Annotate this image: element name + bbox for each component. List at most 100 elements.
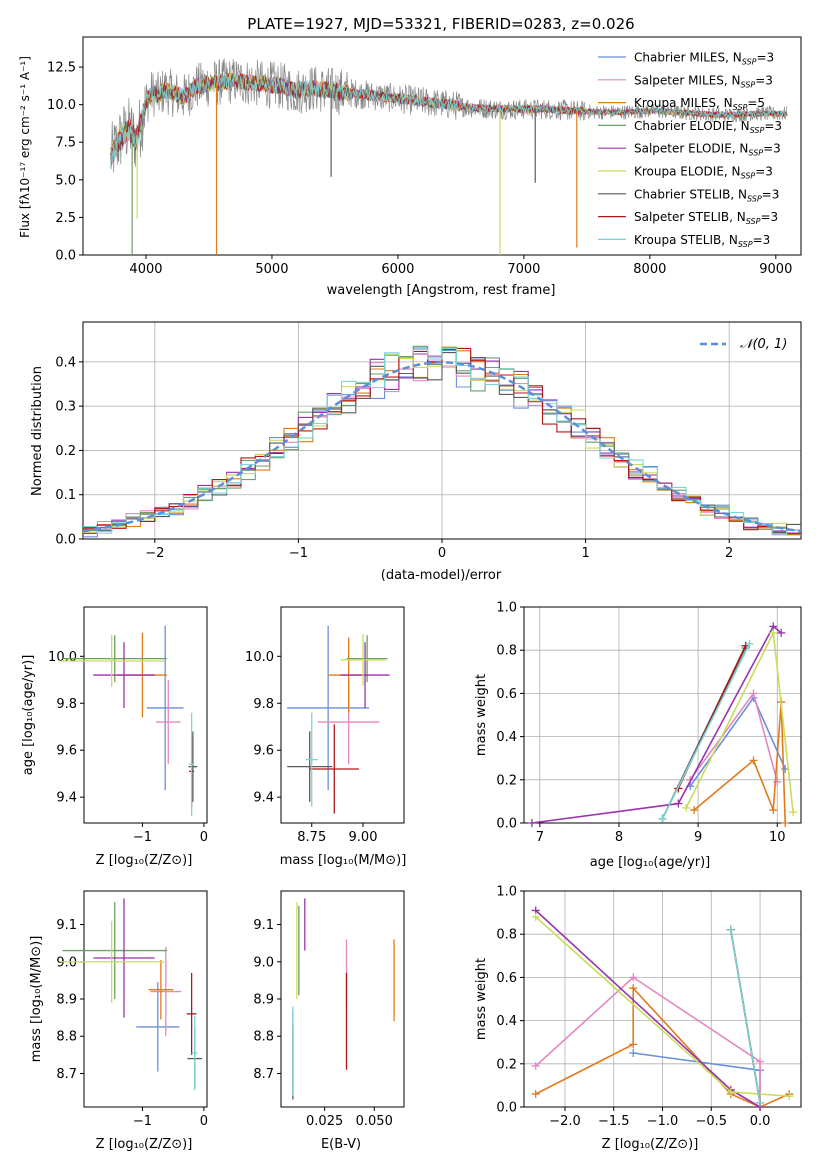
chart-title: PLATE=1927, MJD=53321, FIBERID=0283, z=0…	[247, 15, 634, 33]
age-vs-mass-panel: 8.75 9.00 9.4 9.6 9.8 10.0	[245, 606, 405, 845]
x-tick-label: 8	[615, 830, 623, 845]
plus-marker	[745, 639, 754, 648]
y-tick-label: 0.8	[496, 644, 517, 659]
x-tick-label: 7000	[507, 262, 540, 277]
mass-vs-metallicity-panel: −1 0 8.7 8.8 8.9 9.0 9.1	[56, 890, 208, 1129]
weight-series	[531, 912, 794, 1101]
y-tick-label: 0.2	[496, 773, 517, 788]
y-tick-label: 9.6	[253, 744, 274, 759]
y-tick-label: 8.7	[253, 1067, 274, 1082]
plus-marker	[531, 1090, 540, 1099]
y-tick-label: 0.0	[496, 817, 517, 832]
errorbar-point	[59, 635, 164, 687]
weight-line	[535, 986, 790, 1108]
age-z-ylabel: age [log₁₀(age/yr)]	[21, 655, 36, 776]
y-tick-label: 0.2	[55, 444, 76, 459]
mass-z-ylabel: mass [log₁₀(M/M⊙)]	[29, 936, 44, 1063]
legend-label: Chabrier MILES, NSSP=3	[634, 51, 774, 67]
mass-z-xlabel: Z [log₁₀(Z/Z⊙)]	[96, 1137, 193, 1152]
errorbar-point	[136, 982, 180, 1072]
x-tick-label: 0.025	[306, 1114, 343, 1129]
x-tick-label: 7	[536, 830, 544, 845]
plot-frame	[83, 890, 208, 1108]
errorbar-point	[287, 625, 370, 791]
errorbar-point	[62, 635, 168, 683]
y-tick-label: 9.0	[253, 955, 274, 970]
residuals-legend: 𝒩(0, 1)	[700, 337, 787, 352]
plus-marker	[531, 912, 540, 921]
weight-line	[535, 976, 761, 1107]
weight-series	[690, 698, 790, 827]
plus-marker	[789, 808, 798, 817]
plus-marker	[531, 1061, 540, 1070]
weight-line	[661, 643, 751, 820]
spectrum-lines	[110, 58, 788, 255]
legend-label: Salpeter STELIB, NSSP=3	[634, 210, 778, 226]
plus-marker	[658, 814, 667, 823]
y-tick-label: 9.4	[253, 791, 274, 806]
y-tick-label: 9.6	[56, 744, 77, 759]
plus-marker	[781, 819, 790, 827]
residual-histogram-step	[83, 348, 801, 535]
residuals-xlabel: (data-model)/error	[381, 568, 502, 583]
x-tick-label: −1	[133, 830, 152, 845]
x-tick-label: 9.00	[349, 830, 378, 845]
x-tick-label: 0	[200, 830, 208, 845]
y-tick-label: 9.8	[253, 697, 274, 712]
plus-marker	[756, 1057, 765, 1066]
errorbar-point	[148, 959, 174, 1020]
y-tick-label: 1.0	[496, 885, 517, 900]
y-tick-label: 0.1	[55, 488, 76, 503]
y-tick-label: 0.6	[496, 971, 517, 986]
age-vs-metallicity-panel: −1 0 9.4 9.6 9.8 10.0	[48, 606, 208, 845]
gaussian-legend-label: 𝒩(0, 1)	[740, 337, 787, 352]
y-tick-label: 12.5	[47, 61, 76, 76]
y-tick-label: 0.0	[55, 249, 76, 264]
age-mass-xlabel: mass [log₁₀(M/M⊙)]	[280, 853, 407, 868]
gaussian-curve	[83, 361, 801, 533]
mass-vs-extinction-panel: 0.025 0.050 8.7 8.8 8.9 9.0 9.1	[253, 890, 405, 1129]
weight-series	[531, 984, 794, 1111]
x-tick-label: 1	[581, 546, 589, 561]
legend-label: Kroupa ELODIE, NSSP=3	[634, 165, 773, 181]
y-tick-label: 1.0	[496, 601, 517, 616]
residuals-ylabel: Normed distribution	[30, 366, 45, 496]
errorbar-point	[186, 972, 197, 1055]
y-tick-label: 0.4	[496, 1014, 517, 1029]
plus-marker	[674, 799, 683, 808]
y-tick-label: 0.2	[496, 1057, 517, 1072]
x-tick-label: 0.0	[750, 1114, 771, 1129]
errorbar-point	[188, 731, 198, 802]
model-spectrum-line	[110, 73, 788, 169]
errorbar-point	[340, 642, 390, 708]
weight-series	[658, 639, 754, 823]
weight-series	[527, 622, 786, 827]
y-tick-label: 7.5	[55, 136, 76, 151]
y-tick-label: 0.0	[55, 533, 76, 548]
plus-marker	[769, 628, 778, 637]
plot-frame	[523, 606, 802, 824]
plus-marker	[682, 803, 691, 812]
errorbar-point	[189, 712, 195, 816]
legend-label: Kroupa STELIB, NSSP=3	[634, 233, 770, 249]
x-tick-label: −1.5	[598, 1114, 630, 1129]
plus-marker	[769, 806, 778, 815]
x-tick-label: 0	[200, 1114, 208, 1129]
y-tick-label: 5.0	[55, 173, 76, 188]
y-tick-label: 8.8	[56, 1030, 77, 1045]
spectrum-panel: 4000 5000 6000 7000 8000 9000 0.0 2.5 5.0 7.5 10.0…	[47, 36, 802, 277]
plus-marker	[629, 1049, 638, 1057]
legend-label: Chabrier STELIB, NSSP=3	[634, 187, 779, 203]
errorbar-point	[59, 920, 164, 1003]
plot-frame	[83, 606, 208, 824]
plot-frame	[280, 606, 405, 824]
plus-marker	[690, 806, 699, 815]
plus-marker	[726, 1087, 735, 1096]
errorbar-point	[309, 724, 359, 814]
plus-marker	[629, 1040, 638, 1049]
residual-histograms	[83, 345, 801, 538]
x-tick-label: 6000	[381, 262, 414, 277]
x-tick-label: −1.0	[647, 1114, 679, 1129]
weight-line	[531, 625, 782, 824]
plot-frame	[82, 36, 802, 256]
